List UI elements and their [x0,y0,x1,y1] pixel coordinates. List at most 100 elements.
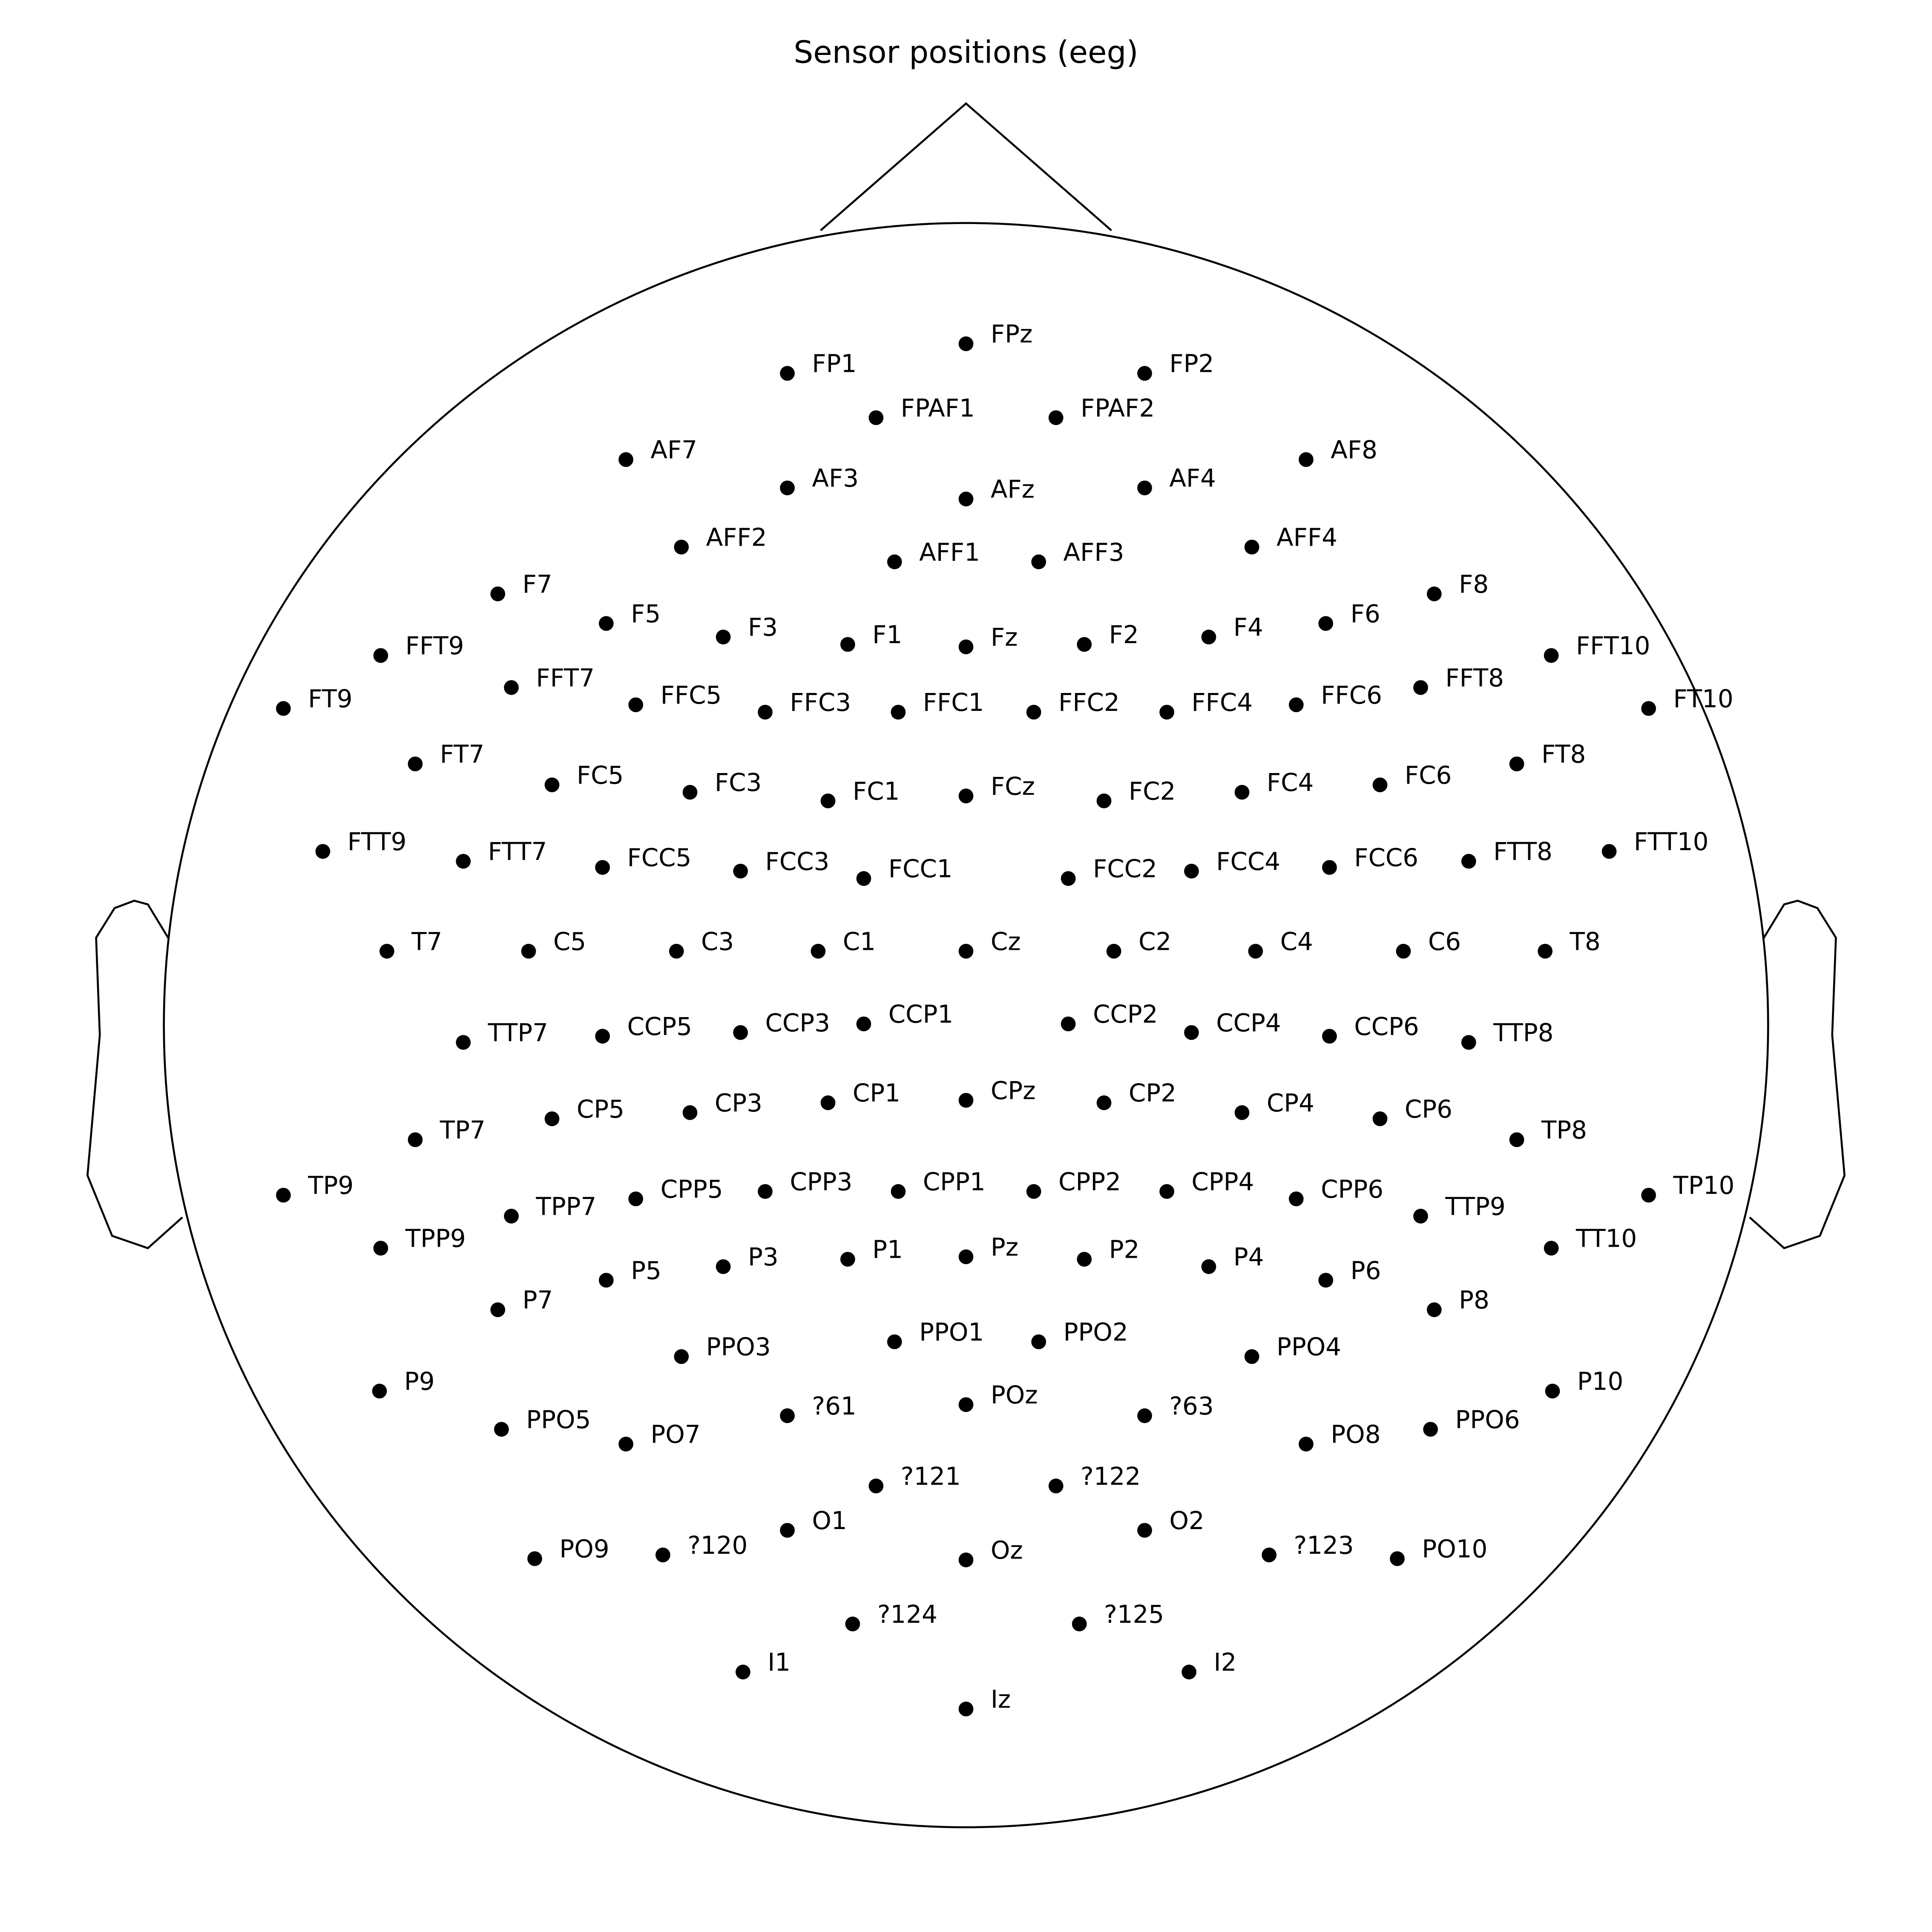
sensor-label-aff4: AFF4 [1276,523,1337,552]
sensor-fz: Fz [958,623,1018,655]
sensor-dot-p2 [1077,1252,1092,1267]
sensor-ftt7: FTT7 [456,837,547,869]
sensor-po10: PO10 [1390,1535,1487,1566]
sensor-label-af3: AF3 [812,464,859,493]
sensor-cpz: CPz [958,1076,1035,1108]
sensor-cpp3: CPP3 [758,1167,852,1199]
sensor-label-fcc4: FCC4 [1216,847,1280,876]
sensor-label-ppo2: PPO2 [1064,1317,1128,1346]
sensor-af8: AF8 [1299,435,1377,467]
sensor-label-tp10: TP10 [1673,1171,1735,1200]
sensor-dot-ccp4 [1184,1025,1199,1040]
sensor-aff4: AFF4 [1244,523,1337,555]
sensor-dot-p1 [840,1252,855,1267]
sensor-dot-cp1 [820,1095,836,1110]
sensor-dot-p10 [1545,1383,1560,1399]
sensor-dot-fz [958,639,974,655]
sensor-fft9: FFT9 [373,631,464,663]
sensor-dot-p4 [1201,1259,1216,1274]
sensor-dot-ccp5 [595,1029,610,1044]
sensor-c2: C2 [1106,927,1171,959]
sensor-f5: F5 [598,599,661,631]
sensor-dot-ftt8 [1461,854,1476,869]
sensor-label-po9: PO9 [559,1535,609,1564]
sensor-label-cz: Cz [991,927,1021,956]
sensor-label-cp2: CP2 [1129,1078,1176,1107]
sensor-label-ft7: FT7 [440,740,484,769]
sensor-label-tp7: TP7 [440,1116,486,1144]
sensor-label-cpp6: CPP6 [1321,1175,1383,1204]
sensor-q63: ?63 [1137,1392,1214,1423]
sensor-dot-fcz [958,788,974,804]
sensor-ttp8: TTP8 [1461,1018,1553,1050]
sensor-dot-cp2 [1096,1095,1112,1110]
sensor-fc5: FC5 [544,761,624,793]
sensor-label-p8: P8 [1459,1285,1489,1314]
sensor-ccp5: CCP5 [595,1012,692,1044]
sensor-label-ttp9: TTP9 [1445,1192,1505,1221]
left-ear [86,900,183,1250]
sensor-c3: C3 [669,927,734,959]
sensor-label-ffc2: FFC2 [1058,688,1120,717]
sensor-ppo4: PPO4 [1244,1332,1341,1364]
sensor-label-c2: C2 [1138,927,1171,956]
sensor-t7: T7 [380,927,442,959]
sensor-dot-af7 [618,452,633,467]
sensor-dot-fcc2 [1061,871,1076,886]
sensor-dot-fcc4 [1184,863,1199,879]
sensor-ft8: FT8 [1509,740,1586,771]
sensor-dot-f5 [598,616,614,631]
sensor-label-p4: P4 [1233,1242,1264,1271]
sensor-label-tpp7: TPP7 [535,1192,596,1221]
sensor-label-ppo6: PPO6 [1455,1405,1520,1434]
sensor-dot-fc5 [544,777,560,793]
sensor-dot-cp6 [1372,1111,1388,1127]
sensor-cpp1: CPP1 [891,1167,986,1199]
sensor-dot-afz [958,492,974,506]
sensor-dot-pz [958,1249,974,1265]
sensor-fc2: FC2 [1096,776,1176,808]
sensor-f1: F1 [840,620,902,652]
sensor-label-ffc1: FFC1 [923,688,984,717]
sensor-dot-f2 [1077,637,1092,652]
sensor-label-q61: ?61 [812,1392,856,1420]
sensor-dot-q123 [1262,1547,1276,1563]
sensor-dot-ccp3 [733,1025,748,1040]
sensor-oz: Oz [958,1535,1023,1567]
sensor-dot-ppo2 [1031,1334,1046,1349]
sensor-dot-oz [958,1552,974,1567]
sensor-fcz: FCz [958,772,1035,804]
sensor-label-fpz: FPz [991,319,1033,348]
sensor-dot-p6 [1318,1273,1334,1288]
sensor-dot-af3 [780,480,795,495]
sensor-t8: T8 [1538,927,1601,959]
sensor-dot-cpp2 [1026,1184,1041,1199]
sensor-ccp3: CCP3 [733,1008,830,1040]
sensor-label-af7: AF7 [650,435,697,464]
sensor-label-fft8: FFT8 [1445,663,1504,692]
sensor-dot-cp4 [1234,1105,1250,1120]
sensor-label-c3: C3 [701,927,734,956]
sensor-p9: P9 [372,1367,435,1399]
sensor-label-p5: P5 [631,1256,661,1285]
sensor-label-f8: F8 [1459,569,1489,598]
sensor-label-tp8: TP8 [1541,1116,1587,1144]
sensor-dot-c5 [521,943,536,959]
sensor-label-fc1: FC1 [853,776,900,805]
sensor-label-fz: Fz [991,623,1018,652]
sensor-dot-ft10 [1641,701,1656,716]
sensor-label-ft9: FT9 [308,684,352,713]
sensor-dot-fp1 [780,366,795,381]
sensor-dot-cpp4 [1159,1184,1174,1199]
sensor-q123: ?123 [1262,1531,1354,1563]
sensor-o2: O2 [1137,1506,1205,1538]
sensor-dot-fcc1 [856,871,871,886]
sensor-label-po7: PO7 [650,1420,700,1449]
sensor-tpp9: TPP9 [373,1224,466,1256]
sensor-dot-i1 [736,1665,750,1679]
sensor-dot-i2 [1182,1665,1196,1679]
sensor-label-tt10: TT10 [1576,1224,1637,1253]
sensor-label-aff2: AFF2 [706,523,767,552]
sensor-label-fcc3: FCC3 [765,847,829,876]
sensor-q120: ?120 [656,1531,748,1563]
